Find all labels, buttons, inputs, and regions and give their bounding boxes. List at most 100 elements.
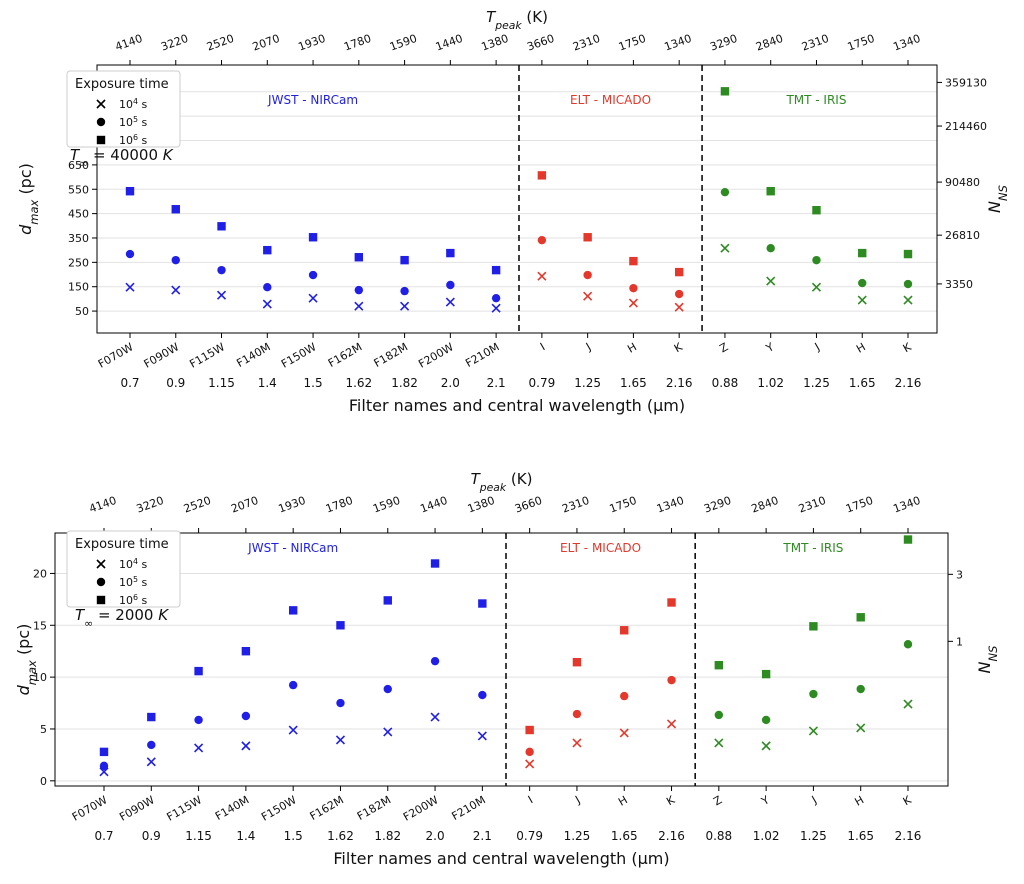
legend-marker [96, 595, 106, 605]
y2-axis-title: NNS [975, 646, 1000, 674]
marker [194, 743, 204, 753]
legend-label-part: s [138, 558, 147, 571]
marker [714, 661, 724, 670]
x-tick-label: Z [717, 340, 730, 355]
marker [720, 87, 730, 96]
x-wavelength-label: 0.88 [705, 829, 732, 843]
x2-tick-label: 1780 [324, 494, 355, 516]
legend-label: 105 s [119, 115, 148, 130]
x-tick-label: H [625, 340, 639, 355]
x-axis-title: Filter names and central wavelength (μm) [349, 396, 685, 415]
legend-label-part: s [138, 594, 147, 607]
x-wavelength-label: 2.16 [666, 376, 693, 390]
y-tick-label: 0 [40, 775, 47, 788]
x-wavelength-label: 1.65 [847, 829, 874, 843]
x2-tick-label: 1440 [434, 32, 465, 54]
x-wavelength-label: 1.02 [757, 376, 784, 390]
x-wavelength-label: 1.5 [284, 829, 303, 843]
marker [674, 302, 684, 312]
x-wavelength-label: 2.1 [487, 376, 506, 390]
marker [761, 741, 771, 751]
x-tick-label: K [672, 340, 685, 355]
x-tick-label: F140M [234, 340, 272, 370]
legend-label-part: s [138, 98, 147, 111]
legend-label: 104 s [119, 557, 148, 572]
marker [288, 725, 298, 735]
marker [354, 285, 364, 295]
legend-label-part: 6 [133, 133, 138, 142]
x-tick-label: K [901, 340, 914, 355]
x-wavelength-label: 1.65 [611, 829, 638, 843]
x-tick-label: F210M [463, 340, 501, 370]
legend-title: Exposure time [75, 77, 169, 92]
marker [194, 715, 203, 725]
legend-label: 106 s [119, 593, 148, 608]
y-axis-title: dmax (pc) [14, 624, 39, 696]
legend-marker [96, 99, 106, 109]
x-tick-label: I [538, 340, 547, 353]
x-tick-label: K [901, 793, 914, 808]
x-wavelength-label: 1.82 [391, 376, 418, 390]
x-wavelength-label: 2.16 [895, 829, 922, 843]
x2-tick-label: 2310 [797, 494, 828, 516]
marker [537, 171, 547, 180]
x-wavelength-label: 0.79 [516, 829, 543, 843]
x-tick-label: Z [711, 793, 724, 808]
marker [766, 276, 776, 286]
marker [335, 735, 346, 745]
y2-tick-label: 3350 [945, 278, 973, 291]
marker [583, 291, 593, 301]
annotation-part: = 40000 [88, 146, 163, 164]
y-tick-label: 450 [68, 208, 89, 221]
marker [714, 738, 724, 748]
marker [761, 669, 771, 679]
marker [525, 759, 535, 769]
marker [858, 278, 867, 288]
x-wavelength-label: 0.88 [712, 376, 739, 390]
x-tick-label: F210M [449, 793, 487, 823]
legend-label-part: 10 [119, 134, 133, 147]
x2-tick-label: 1340 [891, 494, 922, 516]
marker [629, 283, 638, 293]
marker [858, 248, 867, 258]
x-tick-label: F115W [165, 793, 205, 823]
marker [525, 747, 534, 757]
marker [241, 741, 251, 751]
group-title: ELT - MICADO [570, 93, 651, 107]
marker [903, 535, 913, 544]
y-tick-label: 10 [33, 671, 47, 684]
x-tick-label: Y [763, 340, 776, 355]
x-tick-label: F070W [70, 793, 110, 823]
y-tick-label: 250 [68, 256, 89, 269]
y-tick-label: 50 [75, 305, 89, 318]
x2-tick-label: 3660 [513, 494, 544, 516]
x2-tick-label: 1930 [277, 494, 308, 516]
marker [525, 725, 534, 735]
x2-tick-label: 1340 [891, 32, 922, 54]
marker [811, 282, 822, 292]
legend-label-part: 10 [119, 558, 133, 571]
marker [572, 738, 582, 748]
x-wavelength-label: 1.25 [574, 376, 601, 390]
marker [666, 719, 677, 729]
marker [572, 657, 582, 667]
marker [856, 723, 866, 733]
y-axis-title: dmax (pc) [16, 163, 41, 235]
legend-label: 104 s [119, 97, 148, 112]
x-wavelength-label: 1.25 [564, 829, 591, 843]
y2-axis-title: NNS [985, 185, 1010, 213]
marker [903, 699, 913, 709]
x2-axis-title-part: (K) [506, 470, 532, 488]
x-wavelength-label: 1.15 [185, 829, 212, 843]
x-tick-label: F140M [213, 793, 251, 823]
y2-tick-label: 1 [956, 635, 963, 648]
marker [383, 684, 392, 694]
x2-tick-label: 2840 [754, 32, 785, 54]
x-tick-label: F182M [355, 793, 393, 823]
marker [903, 640, 913, 649]
marker [446, 280, 455, 290]
marker [808, 726, 818, 736]
marker [171, 255, 180, 265]
y-tick-label: 20 [33, 567, 47, 580]
